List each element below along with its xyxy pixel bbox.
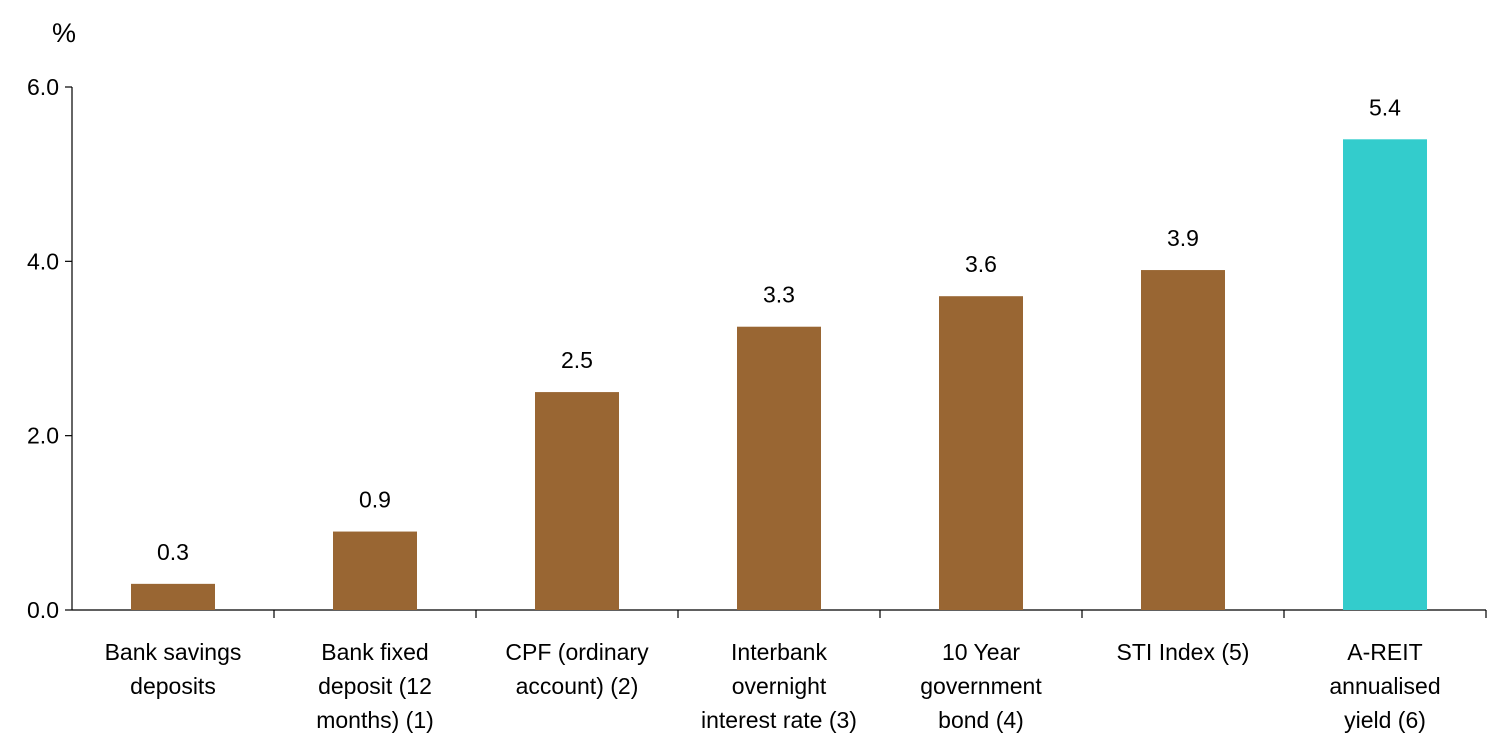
category-label-line: 10 Year bbox=[942, 639, 1020, 665]
category-label-line: A-REIT bbox=[1347, 639, 1422, 665]
category-label-line: yield (6) bbox=[1344, 707, 1426, 733]
category-label-line: annualised bbox=[1329, 673, 1440, 699]
category-label: STI Index (5) bbox=[1117, 639, 1250, 665]
category-label-line: Interbank bbox=[731, 639, 827, 665]
data-label: 5.4 bbox=[1369, 94, 1401, 120]
category-label: Bank fixed deposit (12 months) (1) bbox=[316, 639, 434, 733]
data-label: 0.3 bbox=[157, 539, 189, 565]
data-label: 3.6 bbox=[965, 251, 997, 277]
category-label: A-REIT annualised yield (6) bbox=[1329, 639, 1440, 733]
category-label-line: government bbox=[920, 673, 1042, 699]
bar bbox=[737, 327, 821, 610]
data-label: 3.9 bbox=[1167, 225, 1199, 251]
category-label-line: deposit (12 bbox=[318, 673, 432, 699]
bar bbox=[1141, 270, 1225, 610]
y-tick-label: 6.0 bbox=[27, 74, 59, 100]
category-label: Interbank overnight interest rate (3) bbox=[701, 639, 857, 733]
bar bbox=[333, 532, 417, 610]
category-label-line: CPF (ordinary bbox=[505, 639, 649, 665]
x-axis bbox=[72, 610, 1486, 618]
category-label: CPF (ordinary account) (2) bbox=[505, 639, 649, 699]
category-labels: Bank savings deposits Bank fixed deposit (1… bbox=[105, 639, 1441, 733]
category-label-line: months) (1) bbox=[316, 707, 434, 733]
data-label: 0.9 bbox=[359, 487, 391, 513]
bar bbox=[1343, 139, 1427, 610]
category-label-line: overnight bbox=[732, 673, 827, 699]
y-axis: 0.0 2.0 4.0 6.0 bbox=[27, 74, 72, 623]
data-label: 3.3 bbox=[763, 282, 795, 308]
y-tick-label: 2.0 bbox=[27, 423, 59, 449]
bar-series bbox=[131, 139, 1427, 610]
category-label-line: interest rate (3) bbox=[701, 707, 857, 733]
category-label-line: deposits bbox=[130, 673, 216, 699]
category-label-line: STI Index (5) bbox=[1117, 639, 1250, 665]
y-tick-label: 0.0 bbox=[27, 597, 59, 623]
y-axis-unit-label: % bbox=[52, 18, 76, 48]
bar bbox=[131, 584, 215, 610]
y-tick-label: 4.0 bbox=[27, 248, 59, 274]
category-label-line: Bank savings bbox=[105, 639, 242, 665]
category-label-line: account) (2) bbox=[516, 673, 639, 699]
category-label-line: bond (4) bbox=[938, 707, 1024, 733]
category-label-line: Bank fixed bbox=[321, 639, 428, 665]
data-label: 2.5 bbox=[561, 347, 593, 373]
bar bbox=[939, 296, 1023, 610]
bar bbox=[535, 392, 619, 610]
category-label: 10 Year government bond (4) bbox=[920, 639, 1042, 733]
category-label: Bank savings deposits bbox=[105, 639, 242, 699]
